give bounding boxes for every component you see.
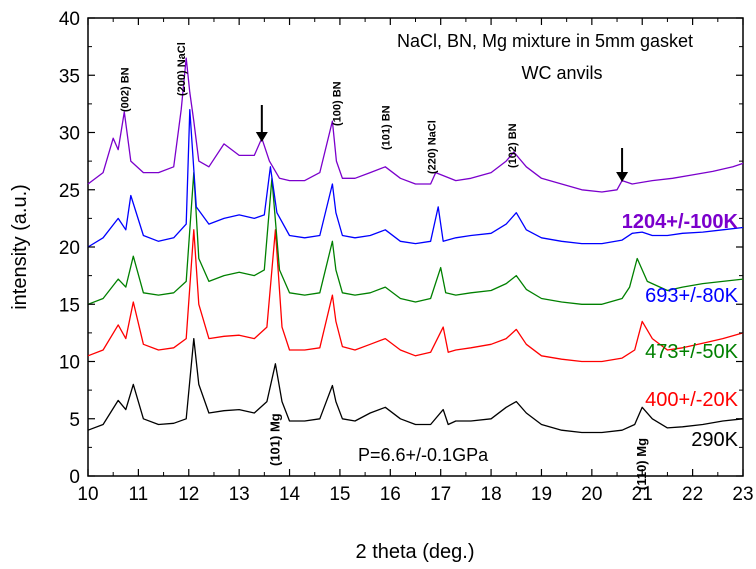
- peak-label: (102) BN: [507, 123, 519, 168]
- x-tick-label: 17: [430, 484, 451, 505]
- x-tick-label: 15: [329, 484, 350, 505]
- x-tick-label: 12: [178, 484, 199, 505]
- peak-label: (002) BN: [119, 67, 131, 112]
- y-tick-label: 25: [59, 181, 80, 202]
- series-label-2: 473+/-50K: [645, 341, 739, 363]
- peak-label: (100) BN: [331, 81, 343, 126]
- pressure-annotation: P=6.6+/-0.1GPa: [358, 445, 489, 465]
- y-tick-label: 15: [59, 295, 80, 316]
- y-tick-label: 30: [59, 124, 80, 145]
- series-line-4: [87, 57, 744, 193]
- x-axis-title: 2 theta (deg.): [356, 541, 475, 563]
- y-tick-label: 0: [69, 467, 80, 488]
- x-tick-label: 22: [682, 484, 703, 505]
- x-tick-label: 20: [581, 484, 602, 505]
- x-tick-label: 21: [632, 484, 653, 505]
- x-tick-label: 16: [380, 484, 401, 505]
- x-tick-label: 23: [732, 484, 753, 505]
- y-tick-label: 10: [59, 353, 80, 374]
- y-tick-label: 35: [59, 66, 80, 87]
- y-tick-label: 5: [69, 410, 80, 431]
- chart-title-line-1: NaCl, BN, Mg mixture in 5mm gasket: [397, 31, 693, 51]
- x-tick-label: 19: [531, 484, 552, 505]
- peak-label: (101) Mg: [267, 413, 282, 466]
- x-tick-label: 14: [279, 484, 301, 505]
- peak-label: (101) BN: [380, 105, 392, 150]
- peak-label: (220) NaCl: [427, 120, 439, 174]
- series-label-0: 290K: [691, 429, 738, 451]
- series-label-4: 1204+/-100K: [622, 211, 739, 233]
- series-line-2: [87, 171, 744, 305]
- arrow-head: [616, 172, 629, 182]
- y-tick-label: 20: [59, 238, 80, 259]
- arrow-head: [255, 132, 268, 142]
- label-layer: (002) BN (200) NaCl (100) BN (101) BN (220) …: [119, 42, 649, 490]
- x-tick-label: 13: [229, 484, 250, 505]
- chart-title-line-2: WC anvils: [521, 63, 602, 83]
- axis-layer: 10 11 12 13 14 15 16 17 18 19 20 21 22 23 0 5 10 15 20 25 30…: [59, 9, 754, 505]
- series-line-3: [87, 108, 744, 248]
- series-layer: 290K 400+/-20K 473+/-50K 693+/-80K 1204+/-10…: [87, 57, 744, 451]
- x-tick-label: 18: [481, 484, 502, 505]
- series-line-1: [87, 229, 744, 363]
- y-tick-label: 40: [59, 9, 80, 30]
- peak-label: (200) NaCl: [176, 42, 188, 96]
- series-line-0: [87, 337, 744, 434]
- peak-label: (110) Mg: [634, 438, 649, 490]
- x-tick-label: 10: [77, 484, 98, 505]
- y-axis-title: intensity (a.u.): [9, 184, 31, 310]
- series-label-3: 693+/-80K: [645, 285, 739, 307]
- x-tick-label: 11: [129, 484, 149, 505]
- series-label-1: 400+/-20K: [645, 389, 739, 411]
